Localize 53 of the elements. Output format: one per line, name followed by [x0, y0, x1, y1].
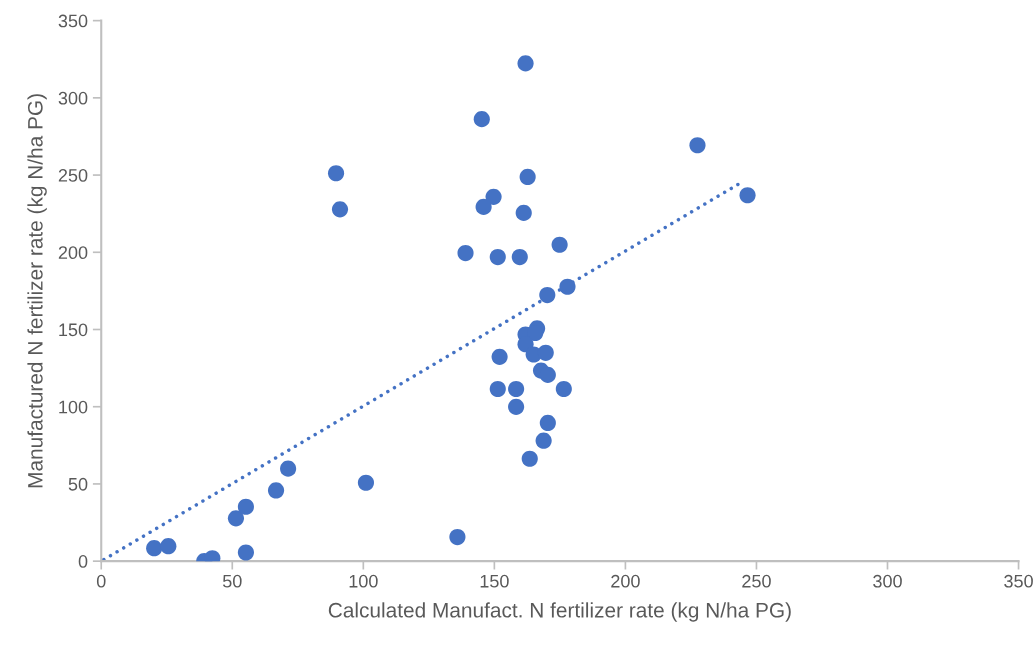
point: [539, 287, 556, 304]
y-tick-label: 250: [58, 169, 88, 182]
y-tick-label: 300: [58, 91, 88, 105]
point: [227, 510, 245, 527]
point: [280, 460, 297, 477]
point: [521, 450, 538, 467]
point: [517, 55, 534, 72]
point: [237, 498, 254, 515]
y-tick-label: 50: [68, 477, 88, 491]
point: [519, 168, 536, 185]
x-tick-label: 0: [96, 574, 106, 588]
point: [160, 538, 177, 555]
point: [331, 201, 349, 218]
point: [739, 187, 756, 204]
point: [328, 165, 345, 182]
y-tick-label: 350: [58, 14, 88, 28]
point: [237, 544, 254, 561]
point: [535, 432, 552, 449]
point: [537, 344, 554, 361]
y-tick-label: 100: [59, 400, 88, 414]
x-tick-label: 50: [222, 574, 242, 588]
x-tick-label: 300: [873, 574, 902, 588]
point: [146, 540, 163, 557]
x-tick-label: 250: [742, 574, 771, 588]
point: [491, 348, 508, 365]
point: [449, 528, 466, 546]
point: [559, 278, 576, 295]
point: [539, 414, 556, 431]
x-tick-label: 150: [480, 574, 509, 588]
y-tick-label: 200: [58, 246, 88, 260]
point: [555, 380, 572, 398]
y-axis-title: Manufactured N fertilizer rate (kg N/ha PG): [27, 94, 47, 488]
point: [485, 188, 502, 205]
point: [357, 474, 375, 491]
point: [508, 398, 525, 415]
point: [473, 111, 490, 128]
y-tick-label: 0: [78, 555, 88, 568]
point: [489, 249, 506, 266]
point: [508, 380, 525, 398]
point: [267, 482, 285, 499]
x-axis-title: Calculated Manufact. N fertilizer rate (kg N/ha PG): [328, 602, 791, 622]
x-tick-label: 350: [1004, 574, 1033, 588]
point: [475, 198, 492, 215]
x-tick-label: 200: [611, 574, 640, 588]
point: [511, 249, 528, 266]
point: [551, 236, 568, 253]
x-tick-label: 100: [349, 574, 378, 588]
y-tick-label: 150: [59, 323, 88, 337]
point: [457, 244, 474, 262]
point: [489, 380, 506, 398]
point: [689, 137, 706, 154]
point: [539, 366, 556, 383]
point: [515, 204, 532, 221]
